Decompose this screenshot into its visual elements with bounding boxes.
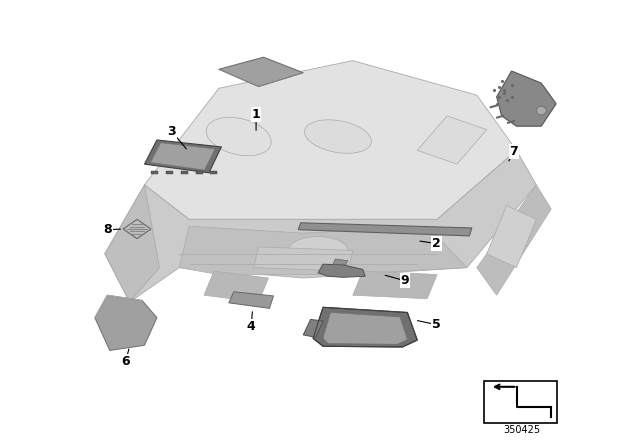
Text: 2: 2: [432, 237, 440, 250]
Text: 7: 7: [509, 145, 518, 158]
Polygon shape: [353, 271, 437, 299]
Text: 9: 9: [401, 274, 409, 287]
Polygon shape: [417, 116, 486, 164]
Polygon shape: [211, 171, 218, 174]
Text: 4: 4: [247, 320, 255, 333]
Ellipse shape: [206, 117, 271, 156]
Text: 350425: 350425: [503, 425, 540, 435]
Text: 5: 5: [432, 318, 440, 331]
Polygon shape: [145, 60, 516, 220]
Polygon shape: [123, 220, 151, 239]
Text: 3: 3: [168, 125, 176, 138]
Polygon shape: [318, 264, 365, 277]
Polygon shape: [497, 71, 556, 126]
Polygon shape: [196, 171, 202, 174]
Polygon shape: [323, 313, 408, 344]
Text: 8: 8: [103, 223, 111, 236]
Ellipse shape: [536, 106, 547, 115]
Polygon shape: [105, 151, 536, 302]
Polygon shape: [313, 307, 417, 347]
Polygon shape: [204, 271, 269, 302]
Text: 1: 1: [252, 108, 260, 121]
Polygon shape: [145, 140, 221, 173]
Bar: [484, 381, 557, 423]
Text: 6: 6: [122, 355, 130, 368]
Polygon shape: [303, 319, 323, 337]
Polygon shape: [95, 295, 157, 350]
Polygon shape: [150, 143, 215, 170]
Polygon shape: [477, 185, 551, 295]
Ellipse shape: [305, 120, 371, 153]
Polygon shape: [219, 57, 303, 86]
Polygon shape: [333, 259, 348, 265]
Polygon shape: [486, 206, 536, 267]
Ellipse shape: [288, 237, 348, 264]
Polygon shape: [151, 171, 158, 174]
Polygon shape: [179, 226, 467, 275]
Polygon shape: [229, 292, 273, 308]
Polygon shape: [253, 247, 353, 271]
Polygon shape: [180, 171, 188, 174]
Polygon shape: [298, 223, 472, 236]
Polygon shape: [166, 171, 173, 174]
Polygon shape: [105, 185, 159, 302]
